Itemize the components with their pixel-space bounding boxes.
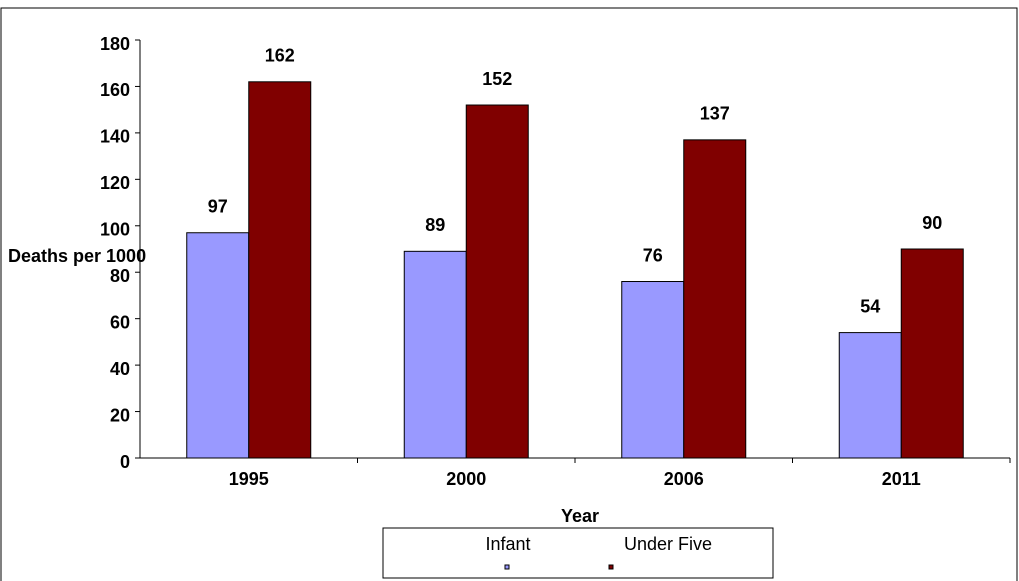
y-tick-label: 60 [110, 312, 130, 332]
y-tick-label: 80 [110, 266, 130, 286]
chart-border [0, 7, 1018, 581]
bar [186, 232, 250, 459]
data-label: 152 [482, 69, 512, 89]
data-label: 90 [922, 213, 942, 233]
y-tick-label: 20 [110, 405, 130, 425]
data-label: 97 [208, 196, 228, 216]
bar [465, 104, 529, 459]
x-tick-label: 2000 [446, 469, 486, 489]
legend-swatch [504, 564, 510, 570]
legend-label: Infant [485, 534, 530, 554]
y-tick-label: 0 [120, 452, 130, 472]
bar [900, 248, 964, 459]
y-axis-label: Deaths per 1000 [8, 246, 146, 266]
bar [403, 250, 467, 459]
legend-label: Under Five [624, 534, 712, 554]
bar [838, 332, 902, 459]
y-tick-label: 40 [110, 359, 130, 379]
y-tick-label: 160 [100, 80, 130, 100]
x-tick-label: 2006 [664, 469, 704, 489]
data-label: 89 [425, 215, 445, 235]
data-label: 54 [860, 296, 880, 316]
bar [683, 139, 747, 459]
bar [248, 81, 312, 459]
bar [621, 281, 685, 459]
legend-box [382, 527, 774, 579]
y-tick-label: 120 [100, 173, 130, 193]
y-tick-label: 140 [100, 127, 130, 147]
data-label: 76 [643, 245, 663, 265]
legend-swatch [608, 564, 614, 570]
x-axis-label: Year [561, 506, 599, 526]
x-tick-label: 1995 [229, 469, 269, 489]
y-tick-label: 100 [100, 220, 130, 240]
data-label: 162 [265, 46, 295, 66]
x-tick-label: 2011 [882, 469, 921, 489]
data-label: 137 [700, 104, 730, 124]
y-tick-label: 180 [100, 34, 130, 54]
